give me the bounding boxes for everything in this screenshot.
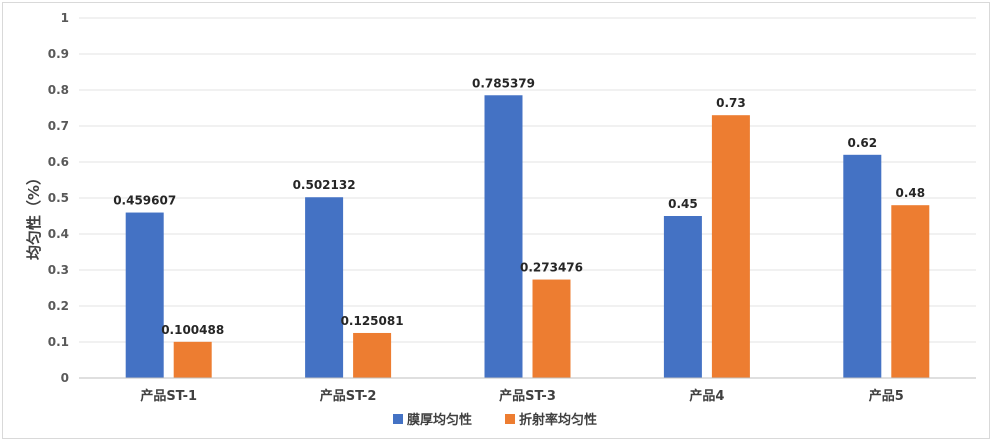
y-axis-label: 均匀性（%）	[25, 170, 43, 260]
legend-swatch	[393, 414, 403, 424]
bar-film-thickness-1	[125, 212, 164, 378]
bar-refractive-index-1	[173, 341, 212, 378]
bars	[125, 95, 930, 379]
data-label: 0.125081	[341, 314, 404, 328]
y-tick-label: 0.9	[48, 47, 69, 61]
bar-refractive-index-4	[711, 115, 750, 378]
x-category-label: 产品4	[689, 388, 724, 404]
legend-label: 折射率均匀性	[519, 412, 597, 428]
y-tick-label: 0.2	[48, 299, 69, 313]
legend-swatch	[505, 414, 515, 424]
bar-film-thickness-5	[843, 154, 882, 378]
y-tick-label: 1	[61, 11, 69, 25]
legend: 膜厚均匀性 折射率均匀性	[393, 412, 597, 428]
y-axis-ticks: 0 0.1 0.2 0.3 0.4 0.5 0.6 0.7 0.8 0.9 1	[48, 11, 69, 385]
x-category-label: 产品ST-2	[320, 388, 377, 404]
bar-film-thickness-4	[663, 216, 702, 378]
data-label: 0.459607	[113, 194, 176, 208]
bar-refractive-index-3	[532, 279, 571, 378]
y-tick-label: 0.7	[48, 119, 69, 133]
data-label: 0.73	[716, 96, 746, 110]
y-tick-label: 0.3	[48, 263, 69, 277]
y-tick-label: 0	[61, 371, 69, 385]
legend-label: 膜厚均匀性	[407, 412, 472, 428]
bar-refractive-index-5	[891, 205, 930, 378]
data-label: 0.48	[895, 186, 925, 200]
x-axis-categories: 产品ST-1 产品ST-2 产品ST-3 产品4 产品5	[140, 388, 904, 404]
data-label: 0.502132	[293, 178, 356, 192]
gridlines	[79, 17, 976, 343]
y-tick-label: 0.4	[48, 227, 69, 241]
bar-refractive-index-2	[353, 332, 392, 378]
x-category-label: 产品ST-3	[499, 388, 556, 404]
y-tick-label: 0.5	[48, 191, 69, 205]
y-tick-label: 0.6	[48, 155, 69, 169]
data-labels: 0.459607 0.100488 0.502132 0.125081 0.785379…	[113, 76, 925, 337]
data-label: 0.45	[668, 197, 698, 211]
bar-chart: 0 0.1 0.2 0.3 0.4 0.5 0.6 0.7 0.8 0.9 1 均匀性（%） 0.4…	[25, 11, 976, 428]
x-category-label: 产品5	[869, 388, 904, 404]
data-label: 0.100488	[161, 323, 224, 337]
data-label: 0.273476	[520, 261, 583, 275]
bar-film-thickness-3	[484, 95, 523, 379]
data-label: 0.62	[847, 136, 877, 150]
y-tick-label: 0.1	[48, 335, 69, 349]
bar-film-thickness-2	[305, 197, 344, 378]
x-category-label: 产品ST-1	[140, 388, 197, 404]
data-label: 0.785379	[472, 76, 535, 90]
y-tick-label: 0.8	[48, 83, 69, 97]
